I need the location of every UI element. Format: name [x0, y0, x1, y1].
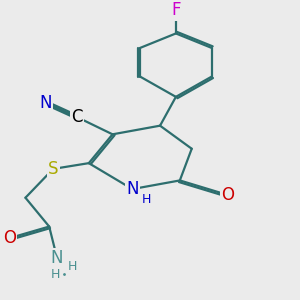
Text: N: N: [51, 249, 63, 267]
Text: S: S: [48, 160, 58, 178]
Text: H: H: [68, 260, 77, 273]
Text: O: O: [221, 186, 234, 204]
Text: H: H: [142, 193, 151, 206]
Text: N: N: [126, 180, 139, 198]
Text: N: N: [39, 94, 52, 112]
Text: O: O: [3, 229, 16, 247]
Text: C: C: [71, 108, 83, 126]
Text: F: F: [171, 2, 181, 20]
Text: H: H: [50, 268, 60, 281]
